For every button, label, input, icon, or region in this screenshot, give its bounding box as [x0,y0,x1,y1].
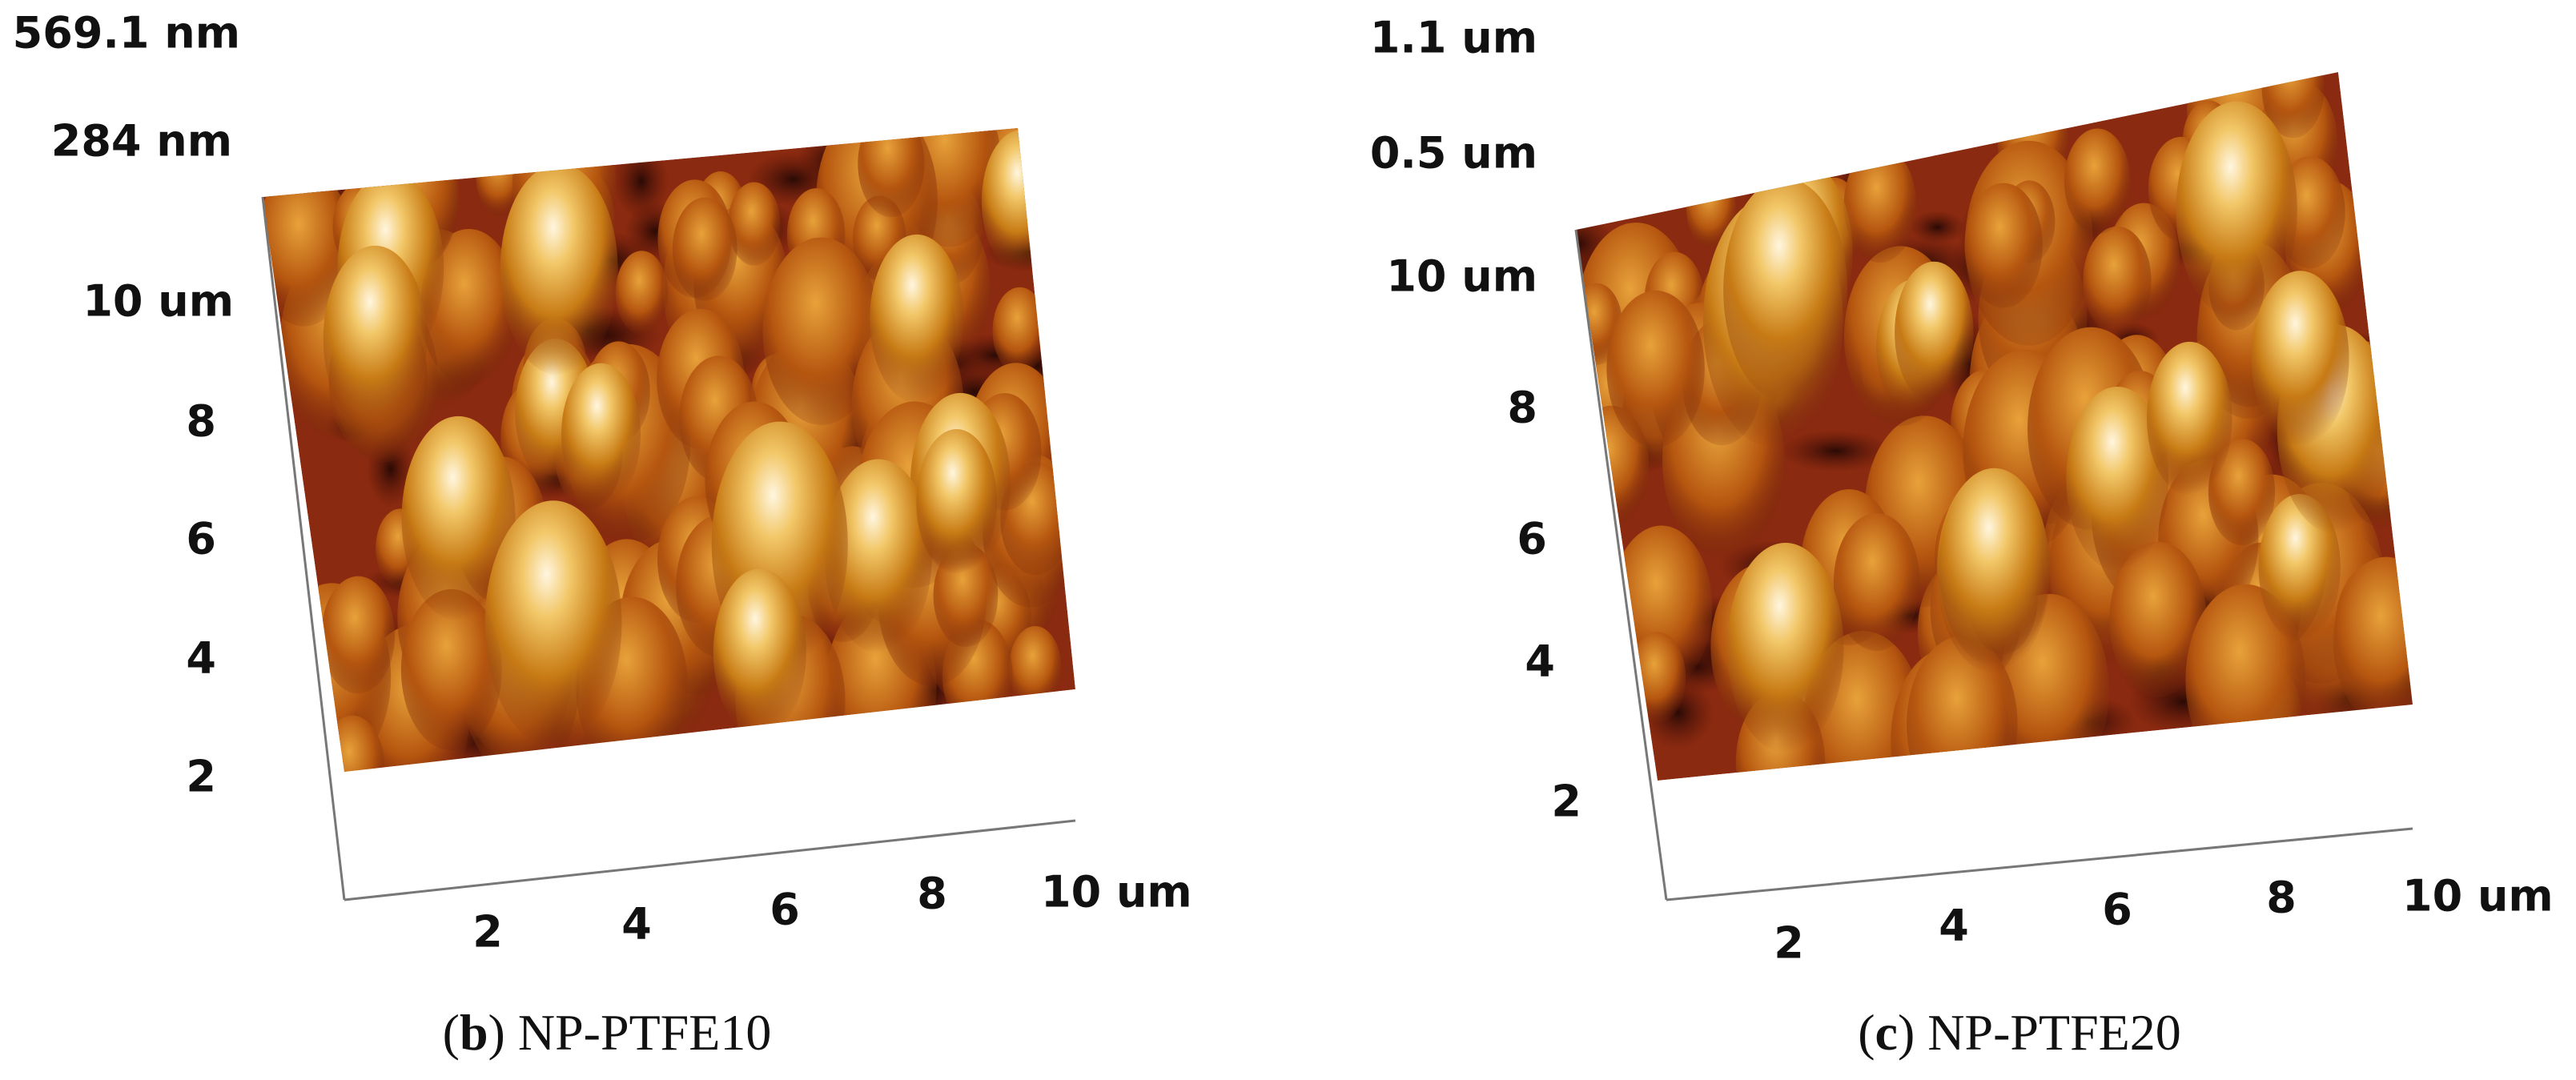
caption-text: ) NP-PTFE20 [1898,1004,2181,1061]
x-tick-label: 2 [1774,918,1804,969]
ridge [400,588,502,751]
ridge [2064,128,2131,235]
ridge [2208,438,2276,546]
x-axis [1666,827,2413,901]
peak [1939,468,2050,667]
y-tick-label: 4 [186,633,216,684]
y-tick-label: 6 [186,514,216,564]
ridge [1606,290,1705,448]
peak [1895,261,1974,404]
y-tick-label: 2 [186,752,216,802]
peak [2251,271,2349,447]
y-axis [1574,229,1668,901]
ridge [2083,226,2152,335]
z-label: 284 nm [51,116,232,167]
y-tick-label: 6 [1517,514,1547,564]
y-tick-label: 10 um [1386,251,1537,302]
peak [484,500,622,747]
ridge [858,128,925,218]
peak [981,130,1062,273]
ridge [321,576,396,694]
x-tick-label: 2 [472,907,503,958]
peak [2147,341,2232,496]
x-tick-label: 8 [917,869,947,919]
ridge [263,168,353,327]
texture [1780,429,1891,472]
peak [500,163,618,376]
ridge [762,237,880,425]
peak [2176,101,2297,320]
ridge [2333,556,2413,726]
x-tick-label: 4 [621,899,652,950]
texture [1909,210,1965,244]
caption-letter: c [1875,1004,1898,1061]
caption: (b) NP-PTFE10 [443,1004,772,1061]
ridge [672,197,737,301]
caption-text: ) NP-PTFE10 [488,1004,772,1061]
z-label: 569.1 nm [13,8,240,58]
z-label: 0.5 um [1370,128,1537,179]
ridge [992,287,1047,375]
x-tick-label: 4 [1939,901,1969,951]
x-tick-label: 10 um [2402,871,2554,921]
ridge [420,229,518,386]
afm-surface [1576,72,2413,781]
ridge [1833,512,1920,651]
x-tick-label: 6 [770,885,800,935]
y-axis [261,196,346,901]
x-tick-label: 6 [2102,885,2132,935]
ridge [1843,147,1917,263]
ridge [2109,541,2207,698]
ridge [1964,183,2043,308]
y-tick-label: 8 [1507,383,1537,433]
peak [401,416,516,621]
x-tick-label: 10 um [1041,867,1192,917]
caption-letter: b [460,1004,488,1061]
ridge [615,251,669,335]
y-tick-label: 8 [186,396,216,447]
ridge [728,182,781,266]
x-tick-label: 8 [2266,873,2297,923]
z-label: 1.1 um [1370,13,1537,63]
ridge [1008,626,1062,711]
peak [1723,178,1848,402]
y-tick-label: 10 um [82,276,234,327]
peak [2066,386,2169,572]
afm-panel: 1.1 um 0.5 um 10 um 8 6 4 2 2 4 6 8 10 um (c) NP-PTF… [1370,13,2554,1061]
peak [2258,493,2341,642]
y-tick-label: 4 [1525,636,1555,687]
peak [1726,543,1844,753]
peak [323,245,428,432]
peak [713,568,806,737]
peak [870,234,964,404]
peak [824,459,932,653]
y-tick-label: 2 [1551,777,1581,827]
peak [561,363,641,506]
x-axis [344,819,1076,901]
caption-open: ( [443,1004,460,1061]
ridge [2261,72,2325,139]
afm-surface [263,128,1075,772]
afm-panel: 569.1 nm 284 nm 10 um 8 6 4 2 2 4 6 8 10 um (b) NP-P… [13,8,1192,1061]
peak [916,429,998,575]
caption-open: ( [1858,1004,1875,1061]
caption: (c) NP-PTFE20 [1858,1004,2181,1061]
